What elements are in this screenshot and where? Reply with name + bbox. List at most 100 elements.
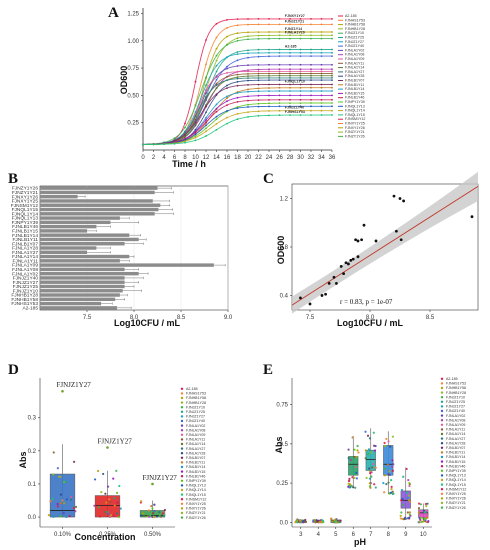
growth-curve-point	[194, 131, 197, 134]
growth-x-tick-label: 26	[276, 155, 283, 161]
growth-curve-point	[205, 111, 207, 114]
growth-curve-point	[226, 72, 228, 74]
growth-curve-point	[289, 31, 291, 33]
ph-x-axis-label: pH	[354, 537, 366, 547]
ph-y-tick-label: 0.25	[276, 481, 288, 487]
growth-x-tick-label: 6	[173, 155, 177, 161]
ph-box	[348, 456, 359, 476]
growth-curve-point	[299, 79, 302, 81]
concentration-strain-point	[93, 478, 97, 481]
concentration-strain-point	[143, 514, 146, 518]
concentration-strain-point	[106, 485, 110, 488]
ph-legend-entry: FJNLA1Y02	[446, 414, 465, 418]
growth-curve-point	[310, 114, 312, 116]
ph-x-tick-label: 6	[352, 532, 356, 538]
ph-y-axis-label: Abs	[274, 436, 284, 453]
growth-curve-point	[194, 104, 197, 107]
ph-plot-area	[292, 378, 432, 527]
growth-curve-point	[226, 110, 228, 112]
growth-curve-point	[205, 127, 207, 130]
concentration-y-tick-label: 0.1	[28, 482, 37, 488]
concentration-legend-swatch	[180, 433, 184, 436]
ph-strain-point	[404, 517, 407, 521]
growth-legend-entry: FJNSM1Y12	[345, 117, 365, 121]
growth-curve-point	[331, 55, 333, 57]
growth-x-tick-label: 16	[224, 155, 231, 161]
growth-curve-point	[289, 48, 291, 51]
scatter-point	[308, 302, 312, 306]
ph-strain-point	[316, 520, 319, 523]
ph-strain-point	[374, 486, 377, 489]
concentration-strain-point	[112, 477, 115, 480]
concentration-strain-point	[117, 515, 120, 519]
ph-strain-point	[355, 477, 358, 480]
growth-curve-point	[320, 109, 323, 112]
ph-legend-entry: FJNXY1Y26	[446, 497, 466, 501]
growth-curve-point	[236, 65, 239, 67]
ph-legend: A2-185FJNHS1Y53FJNHB1Y58FJNHB1Y28FJNJZ1Y…	[440, 377, 466, 510]
cfu-bar	[40, 293, 120, 297]
ph-strain-point	[357, 451, 360, 454]
growth-curve-point	[215, 115, 218, 118]
growth-curve-point	[299, 86, 302, 89]
growth-curve-point	[320, 51, 323, 54]
growth-legend-entry: FJNQL1Y13	[345, 104, 365, 108]
concentration-strain-point	[97, 469, 100, 473]
concentration-strain-point	[162, 514, 166, 517]
growth-curve-point	[226, 65, 228, 68]
growth-legend: A2-185FJNHS1Y53FJNHB1Y58FJNHB1Y28FJNJZ1Y…	[338, 14, 365, 138]
ph-strain-point	[420, 520, 424, 523]
growth-curve-point	[289, 18, 291, 20]
growth-curve-point	[205, 96, 207, 99]
growth-curve-point	[226, 27, 228, 29]
concentration-strain-point	[59, 493, 63, 496]
scatter-point	[347, 262, 350, 266]
growth-curve-point	[257, 55, 260, 58]
growth-curve-point	[299, 102, 302, 104]
growth-curve-point	[226, 100, 228, 103]
growth-y-tick-label: 1.00	[127, 39, 139, 45]
cfu-bar	[40, 212, 155, 216]
scatter-point	[339, 264, 343, 268]
growth-curve-point	[173, 137, 176, 140]
growth-curve-point	[278, 98, 281, 101]
growth-curve-point	[299, 94, 302, 97]
growth-curve-point	[173, 142, 176, 145]
growth-curve-point	[268, 23, 270, 26]
concentration-strain-point	[113, 504, 116, 507]
concentration-strain-point	[158, 514, 161, 518]
scatter-point	[399, 238, 403, 242]
concentration-strain-point	[158, 511, 161, 514]
growth-curve-point	[268, 102, 270, 105]
ph-strain-point	[390, 479, 393, 482]
growth-curve-point	[257, 23, 260, 26]
cfu-category-label: FJNQL1Y15	[12, 207, 39, 213]
ph-strain-point	[383, 441, 386, 445]
concentration-strain-point	[61, 499, 64, 502]
growth-curve-point	[331, 94, 333, 97]
growth-x-tick-label: 22	[255, 155, 262, 161]
ph-x-tick-label: 9	[404, 532, 408, 538]
growth-curve-point	[289, 72, 291, 75]
ph-strain-point	[405, 491, 409, 494]
cfu-bar	[40, 254, 130, 259]
ph-strain-point	[294, 521, 297, 524]
ph-legend-entry: FJNLA1Y28	[446, 441, 465, 445]
concentration-legend-entry: FJNJZ1Y40	[186, 419, 205, 423]
concentration-legend-entry: FJNLA1Y14	[186, 442, 205, 446]
growth-curve-point	[289, 90, 291, 92]
concentration-legend-swatch	[180, 498, 184, 501]
growth-curve-point	[299, 72, 302, 75]
ph-strain-point	[387, 440, 390, 443]
growth-curve-point	[226, 79, 228, 82]
growth-curve-point	[257, 52, 260, 54]
growth-curve-point	[331, 31, 333, 33]
growth-curve-point	[236, 92, 239, 94]
concentration-legend-entry: FJNLB1Y07	[186, 456, 205, 460]
growth-curve-point	[320, 105, 323, 108]
growth-curve-point	[205, 116, 207, 119]
ph-x-tick-label: 10	[420, 532, 427, 538]
ph-strain-point	[399, 514, 402, 517]
concentration-y-axis-label: Abs	[18, 451, 28, 468]
concentration-strain-point	[102, 472, 105, 476]
